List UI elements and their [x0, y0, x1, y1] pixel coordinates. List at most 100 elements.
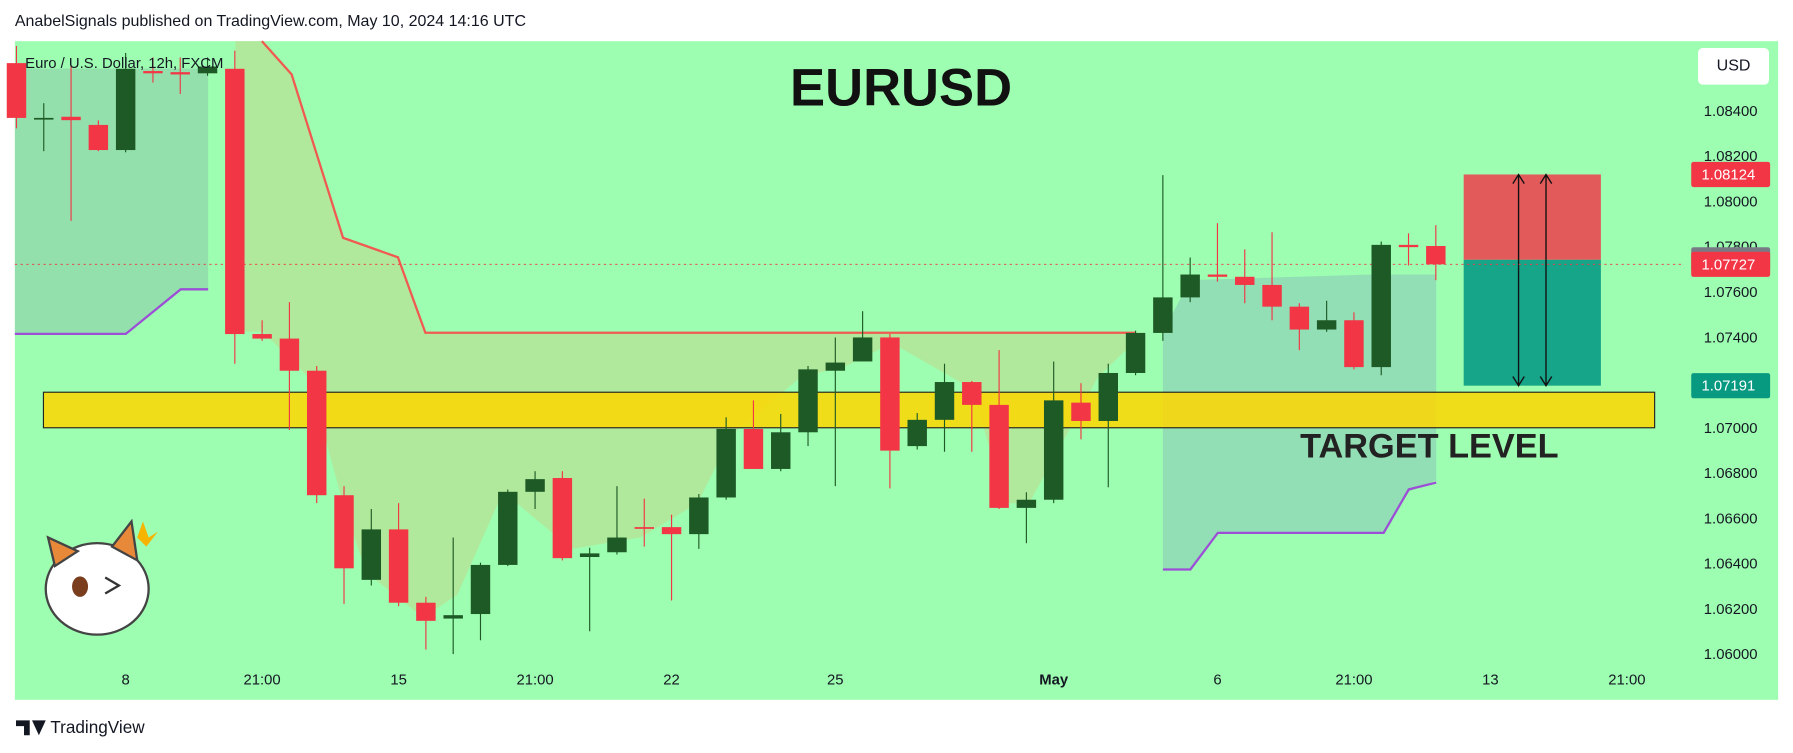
candle-body — [1426, 246, 1446, 265]
candle-body — [225, 68, 245, 335]
symbol-info: Euro / U.S. Dollar, 12h, FXCM — [25, 56, 223, 72]
y-tick-label: 1.06000 — [1704, 647, 1758, 663]
x-tick-label: 6 — [1213, 672, 1221, 688]
candle-body — [470, 564, 491, 615]
candle-body — [34, 117, 54, 120]
candle-body — [1180, 274, 1200, 298]
sticker — [44, 518, 158, 636]
candle-body — [1043, 400, 1064, 500]
y-tick-label: 1.08200 — [1704, 149, 1758, 165]
y-tick-label: 1.06800 — [1704, 466, 1758, 482]
x-tick-label: 21:00 — [1335, 672, 1372, 688]
candle-body — [1235, 276, 1255, 285]
x-tick-label: 21:00 — [1608, 672, 1645, 688]
support-line — [1162, 481, 1437, 571]
candle-body — [197, 66, 218, 74]
price-label: 1.07191 — [1702, 379, 1756, 395]
candle-body — [1207, 274, 1228, 277]
candle-body — [1262, 284, 1282, 307]
candle-body — [852, 337, 873, 362]
candle-body — [443, 615, 463, 619]
y-tick-label: 1.06200 — [1704, 602, 1758, 618]
candle-body — [306, 370, 327, 496]
sticker-eye — [72, 576, 89, 597]
y-tick-label: 1.07600 — [1704, 285, 1758, 301]
annotation: TARGET LEVEL — [1300, 427, 1559, 465]
sticker-eye — [104, 576, 122, 595]
footer-brand: TradingView — [50, 717, 145, 737]
candle-body — [361, 529, 382, 580]
candle-body — [798, 369, 818, 433]
candle-body — [6, 63, 27, 118]
stop-zone — [1463, 174, 1601, 260]
candle-body — [334, 495, 354, 569]
candles — [6, 45, 1446, 655]
target-zone — [42, 391, 1656, 429]
x-tick-label: 8 — [122, 672, 130, 688]
price-label: 1.07727 — [1702, 257, 1756, 273]
x-tick-label: 15 — [390, 672, 407, 688]
candle-body — [989, 404, 1009, 508]
candle-body — [661, 527, 682, 535]
candle-body — [634, 527, 654, 529]
resistance-line — [261, 40, 1136, 334]
price-label: 1.08124 — [1702, 168, 1756, 184]
candle-body — [579, 553, 600, 558]
candle-body — [716, 428, 736, 498]
x-tick-label: 13 — [1482, 672, 1499, 688]
x-tick-label: 22 — [663, 672, 680, 688]
candle-body — [143, 71, 163, 74]
candle-body — [1098, 372, 1118, 421]
x-tick-label: 21:00 — [516, 672, 553, 688]
candle-body — [743, 428, 764, 469]
candle-body — [88, 124, 109, 151]
candle-body — [962, 382, 982, 405]
sticker-star — [137, 521, 158, 547]
candle-body — [525, 479, 545, 492]
range-arrow — [1539, 173, 1553, 387]
candle-body — [1398, 244, 1419, 248]
y-tick-label: 1.06600 — [1704, 511, 1758, 527]
candle-body — [1344, 320, 1364, 368]
support-line — [14, 288, 209, 336]
candle-body — [1153, 297, 1173, 333]
price-label-box — [1691, 373, 1771, 399]
candle-body — [1016, 499, 1037, 508]
candle-body — [388, 529, 409, 603]
candle-body — [1371, 244, 1391, 368]
y-tick-label: 1.08000 — [1704, 194, 1758, 210]
price-label-box — [1691, 251, 1771, 277]
candle-body — [279, 338, 300, 371]
candle-body — [498, 491, 518, 565]
range-arrow — [1512, 173, 1525, 387]
candle-body — [252, 334, 272, 339]
x-tick-label: May — [1039, 672, 1069, 688]
candle-body — [689, 497, 709, 535]
currency-label: USD — [1717, 58, 1751, 75]
currency-button[interactable] — [1698, 48, 1769, 85]
candle-body — [552, 478, 573, 559]
y-tick-label: 1.08400 — [1704, 104, 1758, 120]
y-tick-label: 1.07400 — [1704, 330, 1758, 346]
x-tick-label: 21:00 — [244, 672, 281, 688]
sticker-face — [44, 542, 150, 636]
candle-body — [1125, 332, 1146, 373]
cloud-area — [14, 68, 209, 334]
candle-body — [607, 537, 627, 553]
axes: 8 21:00 15 21:00 22 25 May 6 21:00 13 21:00 1.06000… — [122, 104, 1771, 688]
candle-body — [170, 72, 190, 75]
candle-body — [416, 602, 436, 621]
candle-body — [115, 68, 136, 151]
y-tick-label: 1.07000 — [1704, 421, 1758, 437]
candle-body — [825, 362, 846, 371]
candle-body — [1289, 306, 1310, 330]
x-tick-label: 25 — [827, 672, 844, 688]
candle-body — [934, 382, 955, 420]
chart-title: EURUSD — [790, 58, 1012, 117]
cloud-area — [235, 41, 1144, 618]
candle-body — [880, 337, 900, 451]
candle-body — [61, 116, 81, 121]
price-label-box — [1691, 161, 1771, 188]
